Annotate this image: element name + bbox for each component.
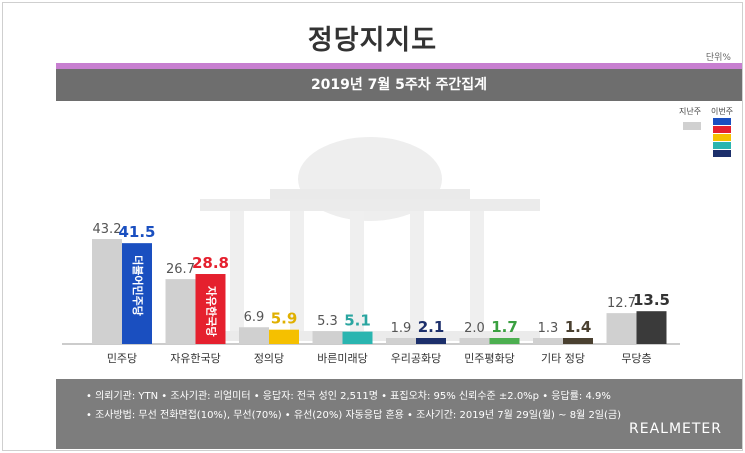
legend-previous-label: 지난주	[679, 107, 702, 116]
footer-info-panel: • 의뢰기관: YTN • 조사기관: 리얼미터 • 응답자: 전국 성인 2,…	[56, 379, 742, 449]
bar-previous	[459, 338, 490, 344]
bar-previous	[165, 279, 196, 344]
value-label-current: 1.7	[491, 318, 518, 336]
legend-current-swatch	[713, 118, 731, 125]
value-label-previous: 26.7	[166, 262, 195, 277]
bar-party-name: 더불어민주당	[131, 255, 145, 316]
unit-label: 단위%	[705, 53, 731, 63]
bar-current	[269, 329, 299, 344]
category-label: 무당층	[621, 352, 651, 365]
legend-current-swatches	[713, 118, 733, 158]
value-label-current: 28.8	[192, 254, 229, 272]
footer-line-2: • 조사방법: 무선 전화면접(10%), 무선(70%) • 유선(20%) …	[86, 410, 622, 421]
subtitle-banner: 2019년 7월 5주차 주간집계	[56, 69, 742, 101]
legend-current-swatch	[713, 134, 731, 141]
category-label: 우리공화당	[391, 352, 442, 365]
value-label-current: 13.5	[633, 291, 670, 309]
bar-current	[122, 243, 152, 344]
value-label-current: 1.4	[565, 318, 592, 336]
bar-previous	[533, 338, 563, 344]
bar-previous	[312, 331, 343, 344]
footer-line-1: • 의뢰기관: YTN • 조사기관: 리얼미터 • 응답자: 전국 성인 2,…	[86, 391, 611, 402]
legend: 지난주 이번주	[675, 106, 745, 166]
legend-current-swatch	[713, 142, 731, 149]
value-label-previous: 12.7	[607, 296, 636, 311]
bar-current	[563, 338, 593, 344]
bar-current	[489, 338, 520, 344]
category-label: 기타 정당	[541, 352, 585, 365]
accent-divider	[56, 63, 742, 69]
bar-current	[342, 331, 373, 344]
category-label: 민주당	[107, 352, 137, 365]
value-label-current: 5.1	[344, 312, 371, 330]
category-label: 자유한국당	[170, 352, 221, 365]
category-label: 정의당	[254, 352, 284, 365]
bar-current	[195, 274, 226, 344]
category-label: 바른미래당	[317, 352, 368, 365]
value-label-previous: 43.2	[93, 222, 122, 237]
bar-party-name: 자유한국당	[205, 286, 219, 337]
value-label-current: 41.5	[118, 223, 155, 241]
value-label-current: 5.9	[271, 310, 298, 328]
value-label-previous: 2.0	[464, 321, 485, 336]
value-label-previous: 1.9	[391, 321, 412, 336]
page-title: 정당지지도	[307, 25, 438, 56]
value-label-previous: 6.9	[244, 310, 265, 325]
bar-previous	[606, 313, 637, 344]
legend-current-swatch	[713, 150, 731, 157]
bar-previous	[386, 338, 416, 344]
bar-current	[416, 338, 446, 344]
legend-current-label: 이번주	[711, 107, 734, 116]
bar-previous	[239, 327, 269, 344]
value-label-current: 2.1	[418, 318, 445, 336]
value-label-previous: 1.3	[538, 321, 559, 336]
legend-current-swatch	[713, 126, 731, 133]
legend-previous-swatch	[683, 122, 701, 130]
bar-previous	[92, 239, 122, 344]
bar-current	[636, 311, 667, 344]
realmeter-logo: REALMETER	[629, 421, 722, 437]
value-label-previous: 5.3	[317, 314, 338, 329]
category-label: 민주평화당	[464, 352, 515, 365]
